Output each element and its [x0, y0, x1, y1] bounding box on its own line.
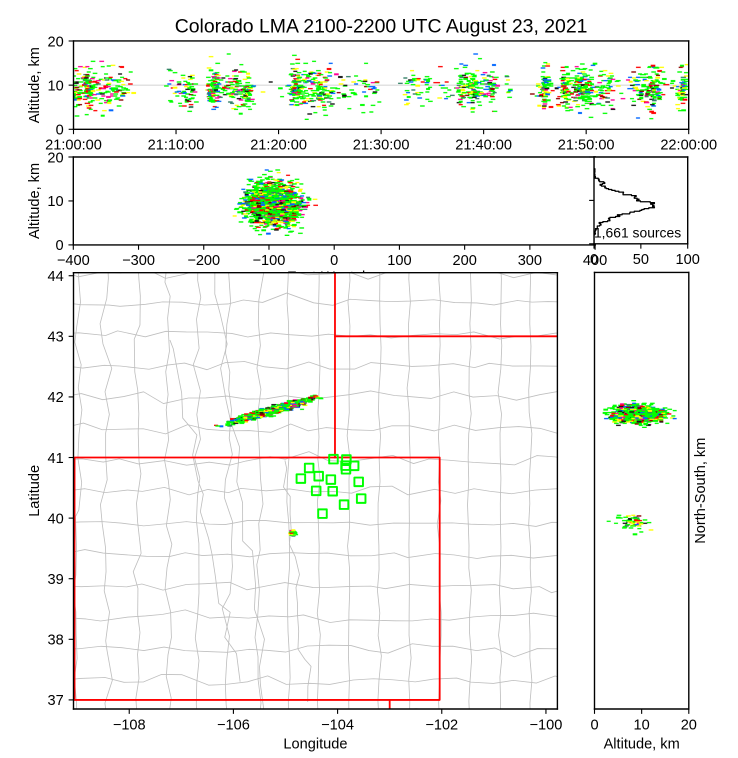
- svg-text:43: 43: [48, 330, 64, 346]
- svg-text:21:30:00: 21:30:00: [353, 138, 410, 154]
- svg-text:Colorado LMA 2100-2200 UTC Aug: Colorado LMA 2100-2200 UTC August 23, 20…: [175, 16, 588, 38]
- svg-text:0: 0: [55, 238, 63, 254]
- svg-text:−100: −100: [253, 253, 286, 269]
- svg-text:−300: −300: [122, 253, 155, 269]
- svg-text:50: 50: [633, 252, 649, 268]
- svg-text:37: 37: [48, 693, 64, 709]
- svg-text:0: 0: [590, 717, 598, 733]
- svg-text:40: 40: [48, 511, 64, 527]
- svg-text:21:20:00: 21:20:00: [250, 138, 307, 154]
- svg-text:200: 200: [452, 253, 476, 269]
- svg-text:−100: −100: [530, 717, 563, 733]
- svg-text:−104: −104: [321, 717, 354, 733]
- svg-text:Longitude: Longitude: [283, 736, 347, 752]
- svg-text:21:50:00: 21:50:00: [558, 138, 615, 154]
- svg-text:Altitude, km: Altitude, km: [27, 47, 43, 123]
- svg-text:−102: −102: [425, 717, 458, 733]
- svg-text:1,661 sources: 1,661 sources: [594, 225, 681, 241]
- svg-text:44: 44: [48, 269, 64, 285]
- svg-text:Altitude, km: Altitude, km: [604, 736, 680, 752]
- svg-text:21:10:00: 21:10:00: [148, 138, 205, 154]
- svg-text:0: 0: [56, 123, 64, 139]
- svg-text:300: 300: [518, 253, 542, 269]
- svg-text:10: 10: [634, 717, 650, 733]
- svg-text:22:00:00: 22:00:00: [660, 138, 717, 154]
- svg-text:20: 20: [48, 34, 64, 50]
- svg-text:Latitude: Latitude: [27, 465, 43, 517]
- svg-text:39: 39: [48, 572, 64, 588]
- svg-text:0: 0: [330, 253, 338, 269]
- svg-text:Altitude, km: Altitude, km: [27, 163, 43, 239]
- svg-text:100: 100: [676, 252, 700, 268]
- svg-text:−400: −400: [57, 253, 90, 269]
- svg-text:42: 42: [48, 390, 64, 406]
- svg-text:−108: −108: [113, 717, 146, 733]
- svg-text:20: 20: [681, 717, 697, 733]
- svg-text:100: 100: [387, 253, 411, 269]
- svg-text:21:40:00: 21:40:00: [455, 138, 512, 154]
- svg-text:38: 38: [48, 633, 64, 649]
- svg-text:−200: −200: [187, 253, 220, 269]
- svg-text:North-South, km: North-South, km: [693, 438, 709, 544]
- svg-text:0: 0: [590, 252, 598, 268]
- svg-text:−106: −106: [217, 717, 250, 733]
- svg-text:10: 10: [47, 194, 63, 210]
- svg-text:20: 20: [47, 150, 63, 166]
- svg-text:10: 10: [48, 78, 64, 94]
- svg-text:41: 41: [48, 451, 64, 467]
